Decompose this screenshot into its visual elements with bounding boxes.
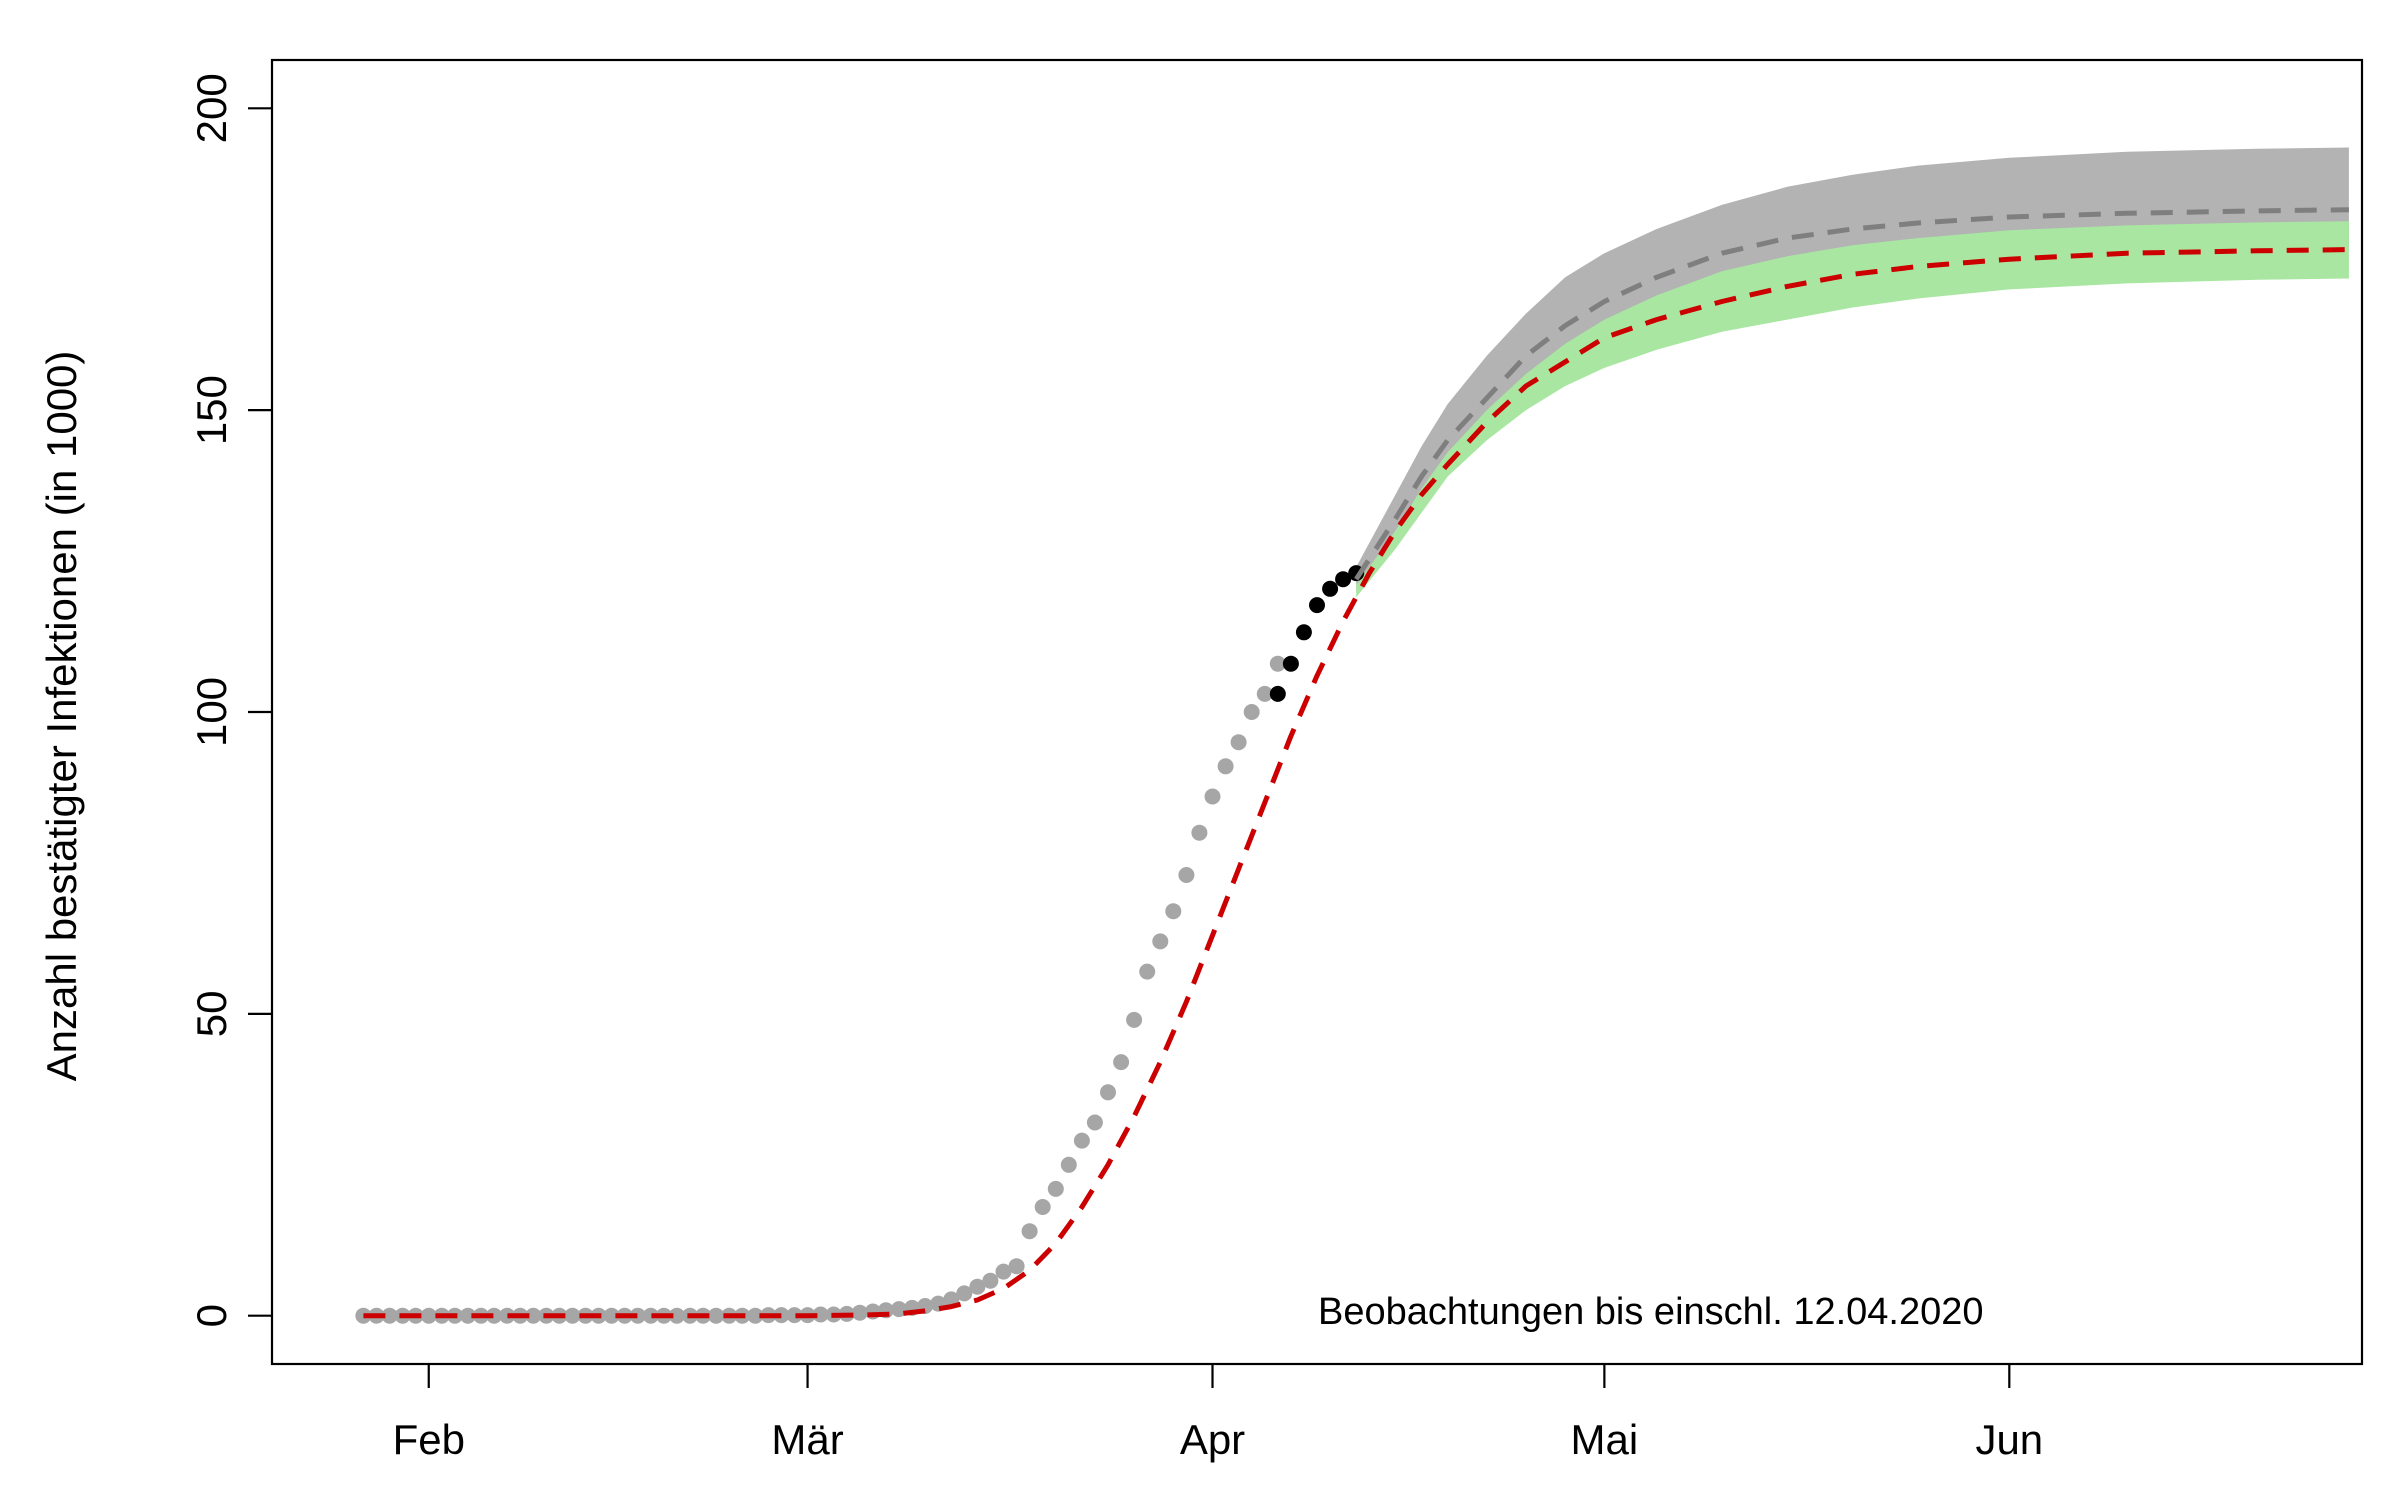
observation-point bbox=[668, 1307, 685, 1324]
observation-point bbox=[1034, 1199, 1051, 1215]
observation-point bbox=[564, 1307, 581, 1324]
observation-point bbox=[420, 1307, 437, 1324]
x-tick-label: Feb bbox=[393, 1416, 465, 1463]
lines-layer bbox=[363, 207, 2349, 1319]
x-tick-label: Apr bbox=[1180, 1416, 1245, 1463]
y-axis-title: Anzahl bestätigter Infektionen (in 1000) bbox=[38, 351, 85, 1082]
y-tick-label: 150 bbox=[188, 375, 235, 445]
chart-annotation: Beobachtungen bis einschl. 12.04.2020 bbox=[1318, 1291, 1984, 1333]
prediction-band-green bbox=[1356, 221, 2349, 598]
observation-point bbox=[525, 1307, 542, 1324]
y-tick-label: 200 bbox=[188, 73, 235, 143]
bands-layer bbox=[1356, 147, 2349, 598]
observation-point bbox=[1086, 1114, 1103, 1131]
observation-point bbox=[1165, 903, 1182, 920]
observation-point-recent bbox=[1269, 685, 1286, 702]
observation-point bbox=[969, 1278, 986, 1295]
observation-point bbox=[812, 1306, 829, 1323]
observation-point bbox=[708, 1307, 725, 1324]
observation-point bbox=[982, 1272, 999, 1289]
observation-point-recent bbox=[1295, 624, 1312, 641]
observation-point bbox=[1008, 1258, 1025, 1275]
observation-point bbox=[1126, 1011, 1143, 1028]
observation-point bbox=[603, 1307, 620, 1324]
x-axis: Feb Mär Apr Mai Jun bbox=[393, 1364, 2043, 1463]
y-axis: 0 50 100 150 200 bbox=[188, 73, 272, 1327]
observation-point-recent bbox=[1335, 571, 1352, 588]
observation-point bbox=[1139, 963, 1156, 980]
observation-point bbox=[747, 1307, 764, 1324]
observation-point bbox=[1047, 1180, 1064, 1197]
observation-point bbox=[1269, 655, 1286, 672]
observation-point bbox=[1204, 788, 1221, 805]
observation-point-recent bbox=[1309, 597, 1325, 614]
observation-point bbox=[1217, 758, 1234, 775]
y-tick-label: 50 bbox=[188, 990, 235, 1037]
observation-point bbox=[786, 1307, 803, 1324]
model-alt-line bbox=[1354, 207, 2349, 581]
observation-point bbox=[1243, 704, 1260, 720]
observation-point bbox=[1191, 824, 1208, 841]
observation-point bbox=[1230, 734, 1247, 751]
prediction-band-grey bbox=[1356, 147, 2349, 592]
points-layer bbox=[355, 565, 1365, 1324]
observation-point bbox=[1060, 1156, 1077, 1173]
y-tick-label: 0 bbox=[188, 1304, 235, 1327]
observation-point bbox=[459, 1307, 476, 1324]
observation-point bbox=[1100, 1084, 1116, 1101]
observation-point bbox=[486, 1307, 503, 1324]
observation-point-recent bbox=[1322, 580, 1339, 597]
observation-point-recent bbox=[1282, 655, 1299, 672]
observation-point bbox=[1073, 1132, 1090, 1149]
observation-point bbox=[956, 1285, 973, 1302]
observation-point bbox=[381, 1307, 398, 1324]
observation-point bbox=[995, 1263, 1012, 1280]
observation-point bbox=[499, 1307, 516, 1324]
x-tick-label: Jun bbox=[1975, 1416, 2043, 1463]
observation-point bbox=[851, 1304, 868, 1321]
model-fit-line bbox=[363, 247, 2349, 1319]
observation-point bbox=[891, 1301, 907, 1318]
observation-point bbox=[629, 1307, 646, 1324]
observation-point bbox=[1256, 685, 1273, 702]
x-tick-label: Mär bbox=[771, 1416, 843, 1463]
y-tick-label: 100 bbox=[188, 677, 235, 747]
observation-point bbox=[1178, 867, 1195, 883]
observation-point bbox=[1152, 933, 1169, 950]
observation-point bbox=[642, 1307, 659, 1324]
x-tick-label: Mai bbox=[1571, 1416, 1639, 1463]
observation-point bbox=[1021, 1223, 1038, 1240]
observation-point bbox=[1113, 1054, 1130, 1071]
